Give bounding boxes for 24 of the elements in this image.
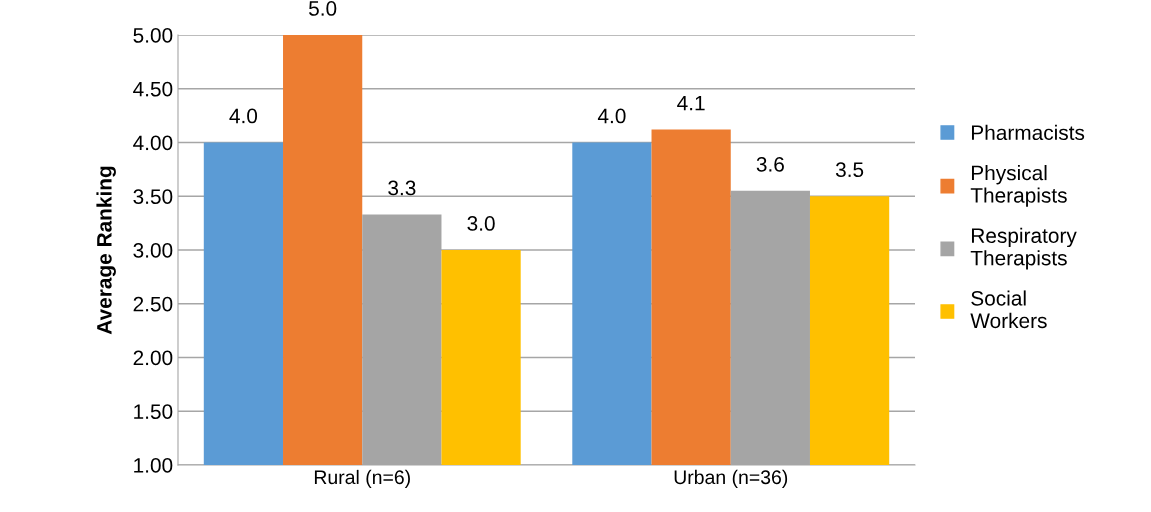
y-tick-label: 2.00 [133, 350, 173, 366]
y-tick-label: 4.00 [133, 135, 173, 151]
y-tick-label: 4.50 [133, 81, 173, 97]
x-tick-label: Rural (n=6) [314, 469, 410, 488]
data-label: 3.5 [835, 162, 864, 178]
y-tick-label: 3.00 [133, 243, 173, 258]
legend-label: Physical Therapists [970, 165, 1067, 207]
data-label: 4.0 [597, 108, 626, 124]
data-label: 3.3 [388, 180, 416, 196]
y-tick-label: 3.50 [133, 189, 173, 204]
data-label: 3.0 [467, 216, 495, 231]
y-axis-title: Average Ranking [96, 166, 116, 335]
x-tick-label: Urban (n=36) [674, 469, 788, 488]
y-tick-label: 2.50 [133, 296, 173, 312]
data-label: 5.0 [308, 1, 337, 16]
legend-label: Respiratory Therapists [970, 227, 1077, 270]
y-tick-label: 1.00 [134, 458, 173, 473]
legend-label: Social Workers [970, 290, 1047, 329]
data-label: 4.0 [229, 108, 258, 124]
y-tick-label: 1.50 [134, 404, 173, 419]
y-tick-label: 5.00 [133, 28, 173, 43]
data-label: 4.1 [677, 95, 705, 111]
data-label: 3.6 [756, 156, 784, 172]
legend-label: Pharmacists [972, 124, 1085, 141]
